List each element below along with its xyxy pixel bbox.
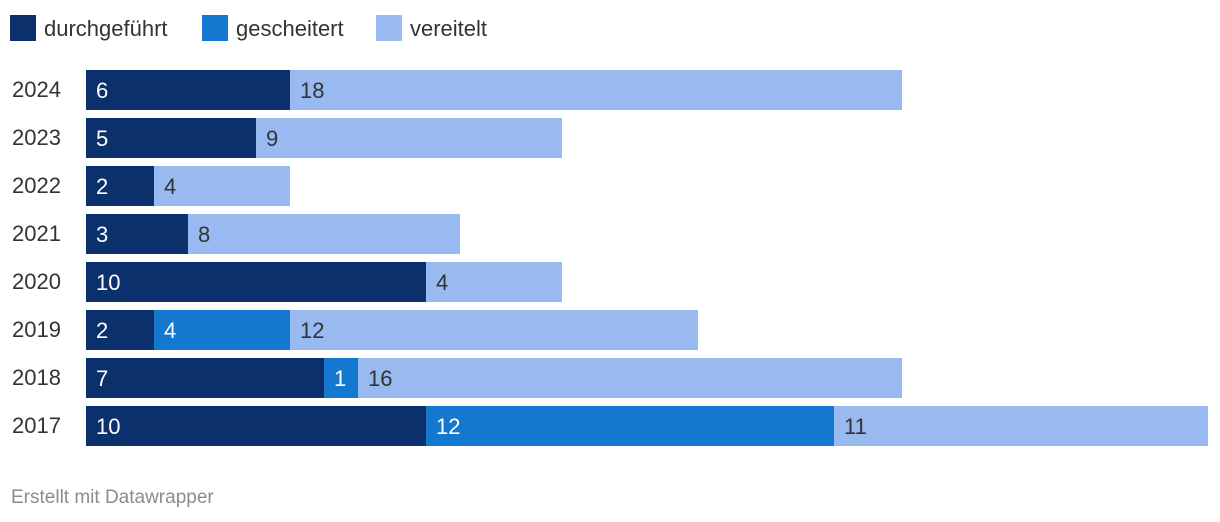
category-label-2018: 2018	[12, 365, 61, 390]
data-label-vereitelt-2019: 12	[300, 318, 324, 343]
data-label-gescheitert-2019: 4	[164, 318, 176, 343]
bar-durchgefuehrt-2023	[86, 118, 256, 158]
bar-vereitelt-2020	[426, 262, 562, 302]
data-label-durchgefuehrt-2018: 7	[96, 366, 108, 391]
bar-vereitelt-2022	[154, 166, 290, 206]
category-label-2021: 2021	[12, 221, 61, 246]
legend-swatch-durchgefuehrt	[10, 15, 36, 41]
bar-vereitelt-2023	[256, 118, 562, 158]
legend-swatch-gescheitert	[202, 15, 228, 41]
bar-vereitelt-2019	[290, 310, 698, 350]
bar-durchgefuehrt-2024	[86, 70, 290, 110]
data-label-vereitelt-2023: 9	[266, 126, 278, 151]
bar-row-2017: 2017 10 12 11	[12, 406, 1208, 446]
data-label-durchgefuehrt-2024: 6	[96, 78, 108, 103]
bar-vereitelt-2018	[358, 358, 902, 398]
data-label-vereitelt-2020: 4	[436, 270, 448, 295]
bar-gescheitert-2019	[154, 310, 290, 350]
bar-row-2020: 2020 10 4	[12, 262, 562, 302]
bar-row-2021: 2021 3 8	[12, 214, 460, 254]
data-label-durchgefuehrt-2020: 10	[96, 270, 120, 295]
data-label-durchgefuehrt-2021: 3	[96, 222, 108, 247]
legend-item-gescheitert: gescheitert	[202, 15, 344, 41]
stacked-bar-chart: durchgeführt gescheitert vereitelt 2024 6 18…	[10, 15, 1208, 446]
data-label-vereitelt-2022: 4	[164, 174, 176, 199]
bar-durchgefuehrt-2019	[86, 310, 154, 350]
data-label-gescheitert-2017: 12	[436, 414, 460, 439]
bar-row-2024: 2024 6 18	[12, 70, 902, 110]
bar-durchgefuehrt-2021	[86, 214, 188, 254]
category-label-2020: 2020	[12, 269, 61, 294]
bar-row-2018: 2018 7 1 16	[12, 358, 902, 398]
data-label-durchgefuehrt-2023: 5	[96, 126, 108, 151]
bar-durchgefuehrt-2018	[86, 358, 324, 398]
data-label-durchgefuehrt-2019: 2	[96, 318, 108, 343]
data-label-vereitelt-2018: 16	[368, 366, 392, 391]
bar-durchgefuehrt-2020	[86, 262, 426, 302]
bar-vereitelt-2024	[290, 70, 902, 110]
bar-row-2019: 2019 2 4 12	[12, 310, 698, 350]
category-label-2019: 2019	[12, 317, 61, 342]
bar-vereitelt-2021	[188, 214, 460, 254]
bar-durchgefuehrt-2017	[86, 406, 426, 446]
bar-gescheitert-2017	[426, 406, 834, 446]
category-label-2017: 2017	[12, 413, 61, 438]
bar-row-2022: 2022 2 4	[12, 166, 290, 206]
legend-swatch-vereitelt	[376, 15, 402, 41]
data-label-durchgefuehrt-2017: 10	[96, 414, 120, 439]
credit-text: Erstellt mit Datawrapper	[11, 487, 214, 508]
category-label-2022: 2022	[12, 173, 61, 198]
bar-vereitelt-2017	[834, 406, 1208, 446]
legend: durchgeführt gescheitert vereitelt	[10, 15, 487, 41]
legend-item-vereitelt: vereitelt	[376, 15, 487, 41]
data-label-vereitelt-2017: 11	[844, 414, 867, 439]
bar-durchgefuehrt-2022	[86, 166, 154, 206]
legend-label-gescheitert: gescheitert	[236, 16, 344, 41]
data-label-durchgefuehrt-2022: 2	[96, 174, 108, 199]
category-label-2023: 2023	[12, 125, 61, 150]
data-label-vereitelt-2024: 18	[300, 78, 324, 103]
legend-item-durchgefuehrt: durchgeführt	[10, 15, 168, 41]
legend-label-durchgefuehrt: durchgeführt	[44, 16, 168, 41]
legend-label-vereitelt: vereitelt	[410, 16, 487, 41]
category-label-2024: 2024	[12, 77, 61, 102]
bar-gescheitert-2018	[324, 358, 358, 398]
data-label-vereitelt-2021: 8	[198, 222, 210, 247]
data-label-gescheitert-2018: 1	[334, 366, 346, 391]
bar-row-2023: 2023 5 9	[12, 118, 562, 158]
